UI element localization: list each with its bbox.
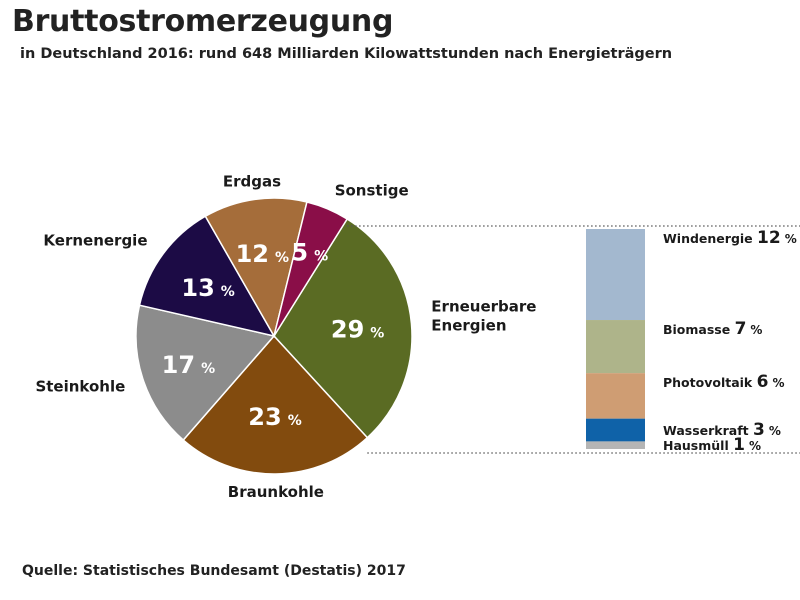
pie-slice-erdgas	[204, 197, 308, 338]
bar-label-biomasse: Biomasse 7%	[663, 319, 762, 339]
pie-label-erneuerbare-energien: Erneuerbare Energien	[431, 298, 536, 335]
pie-slice-steinkohle	[135, 304, 276, 442]
pie-value-braunkohle: 23%	[248, 403, 301, 431]
pie-slice-erneuerbare-energien	[273, 217, 413, 439]
bar-label-windenergie: Windenergie 12%	[663, 228, 797, 248]
pie-label-steinkohle: Steinkohle	[35, 377, 125, 395]
pie-label-sonstige: Sonstige	[335, 181, 409, 199]
chart-subtitle: in Deutschland 2016: rund 648 Milliarden…	[20, 46, 673, 62]
source-note: Quelle: Statistisches Bundesamt (Destati…	[22, 563, 406, 579]
bar-label-wasserkraft: Wasserkraft 3%	[663, 420, 781, 440]
pie-label-erdgas: Erdgas	[223, 173, 281, 191]
pie-value-kernenergie: 13%	[181, 274, 234, 302]
pie-slice-braunkohle	[182, 334, 369, 475]
pie-value-erneuerbare-energien: 29%	[331, 315, 384, 343]
pie-label-kernenergie: Kernenergie	[43, 232, 147, 250]
bar-label-photovoltaik: Photovoltaik 6%	[663, 372, 784, 392]
pie-value-erdgas: 12%	[236, 240, 289, 268]
pie-value-sonstige: 5%	[291, 238, 328, 266]
pie-slice-sonstige	[273, 201, 349, 337]
bar-segment-windenergie	[586, 229, 645, 321]
chart-title: Bruttostromerzeugung	[12, 4, 394, 39]
pie-label-braunkohle: Braunkohle	[228, 483, 324, 501]
pie-value-steinkohle: 17%	[162, 351, 215, 379]
bar-segment-hausmuell	[586, 441, 645, 449]
bar-segment-photovoltaik	[586, 373, 645, 419]
bar-label-hausmuell: Hausmüll 1%	[663, 435, 761, 455]
bar-segment-wasserkraft	[586, 418, 645, 442]
bar-segment-biomasse	[586, 320, 645, 374]
pie-slice-kernenergie	[138, 215, 276, 338]
